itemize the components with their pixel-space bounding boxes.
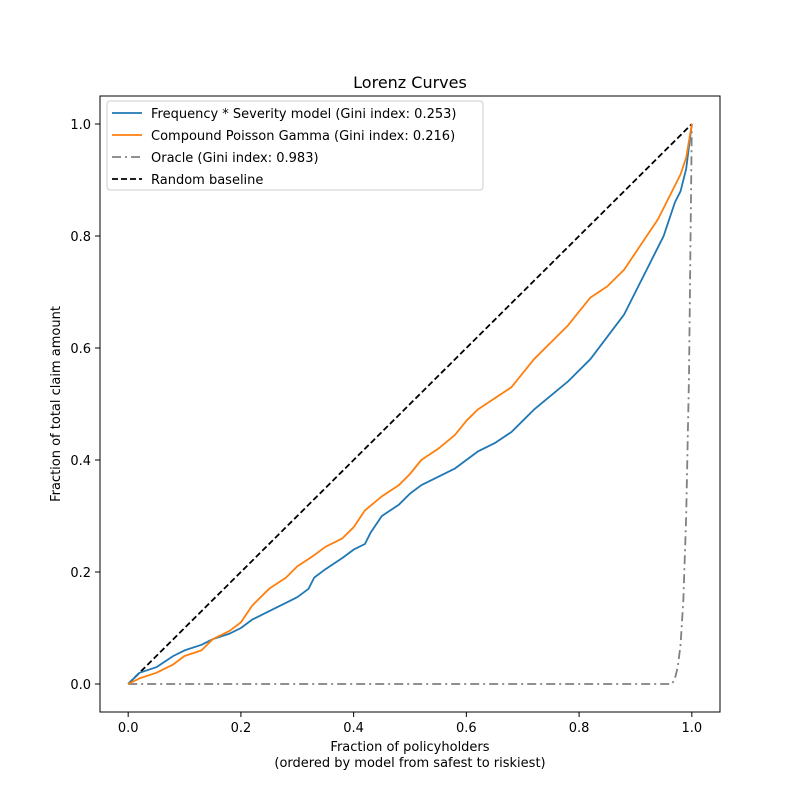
x-tick-label: 0.8 [569,721,590,736]
y-tick-label: 1.0 [70,118,91,133]
y-axis-label: Fraction of total claim amount [49,306,64,502]
plot-frame [99,95,721,713]
y-tick-label: 0.8 [70,230,91,245]
chart-title: Lorenz Curves [353,73,467,92]
legend-label-1: Compound Poisson Gamma (Gini index: 0.21… [151,129,455,144]
legend-label-3: Random baseline [151,173,263,188]
series-line-1 [127,123,693,685]
x-axis-label: Fraction of policyholders [330,740,489,755]
legend-label-2: Oracle (Gini index: 0.983) [151,151,319,166]
series-line-0 [127,123,693,685]
y-tick-label: 0.0 [70,678,91,693]
x-tick-label: 1.0 [681,721,702,736]
legend-frame [106,100,484,191]
legend-label-0: Frequency * Severity model (Gini index: … [151,107,456,122]
x-tick-label: 0.4 [343,721,364,736]
x-tick-label: 0.0 [118,721,139,736]
x-axis-label-subtitle: (ordered by model from safest to riskies… [274,756,545,771]
plot-area [127,123,693,685]
series-line-3 [127,123,693,685]
legend: Frequency * Severity model (Gini index: … [106,100,484,191]
axes: 0.0 0.2 0.4 0.6 0.8 1.0 0.0 0.2 0.4 0.6 0.8 1.0 [70,95,721,736]
y-tick-label: 0.6 [70,342,91,357]
x-tick-label: 0.2 [231,721,252,736]
x-tick-label: 0.6 [456,721,477,736]
series-line-2 [128,123,693,685]
y-tick-label: 0.2 [70,566,91,581]
y-tick-label: 0.4 [70,454,91,469]
